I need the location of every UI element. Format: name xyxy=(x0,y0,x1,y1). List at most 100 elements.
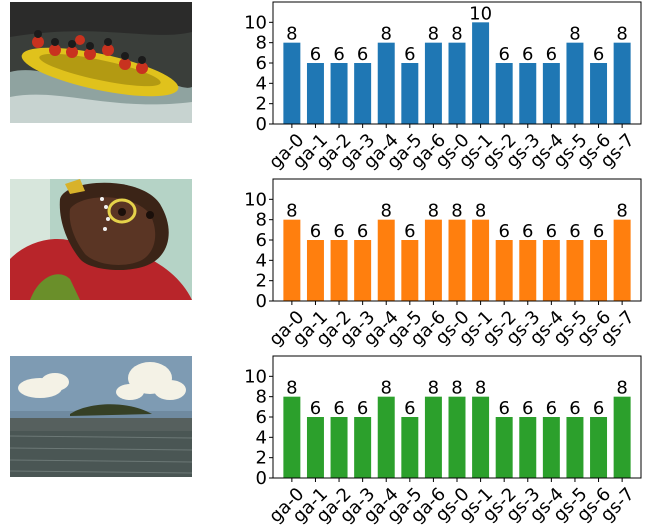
bar-ga-6 xyxy=(424,42,442,124)
bar-ga-4 xyxy=(377,42,395,124)
bar-value-label: 6 xyxy=(546,221,557,242)
bar-value-label: 6 xyxy=(498,398,509,419)
bar-gs-3 xyxy=(519,63,537,124)
bar-gs-2 xyxy=(495,417,513,478)
bar-gs-3 xyxy=(519,240,537,301)
bar-value-label: 6 xyxy=(333,221,344,242)
bar-gs-2 xyxy=(495,63,513,124)
bar-value-label: 8 xyxy=(451,378,462,399)
bar-value-label: 6 xyxy=(593,398,604,419)
bar-value-label: 8 xyxy=(286,24,297,45)
bar-value-label: 6 xyxy=(593,221,604,242)
y-tick-label: 2 xyxy=(256,448,267,469)
bar-value-label: 8 xyxy=(428,378,439,399)
bar-value-label: 6 xyxy=(498,44,509,65)
bar-gs-6 xyxy=(590,417,608,478)
bar-value-label: 8 xyxy=(381,201,392,222)
bar-value-label: 8 xyxy=(451,201,462,222)
bar-value-label: 6 xyxy=(569,221,580,242)
bar-ga-2 xyxy=(330,63,348,124)
bar-value-label: 8 xyxy=(475,378,486,399)
child-face-paint-photo xyxy=(10,179,192,300)
bar-gs-0 xyxy=(448,396,466,478)
bar-ga-1 xyxy=(306,63,324,124)
bar-ga-4 xyxy=(377,396,395,478)
y-tick-label: 6 xyxy=(256,230,267,251)
bar-gs-5 xyxy=(566,42,584,124)
y-tick-label: 10 xyxy=(244,189,267,210)
y-tick-label: 8 xyxy=(256,33,267,54)
y-tick-label: 4 xyxy=(256,73,267,94)
y-tick-label: 0 xyxy=(256,114,267,135)
bar-value-label: 8 xyxy=(616,24,627,45)
bar-gs-5 xyxy=(566,240,584,301)
bar-gs-6 xyxy=(590,240,608,301)
bar-value-label: 6 xyxy=(522,44,533,65)
bar-gs-7 xyxy=(613,42,631,124)
y-tick-label: 10 xyxy=(244,12,267,33)
y-tick-label: 0 xyxy=(256,468,267,489)
y-tick-label: 8 xyxy=(256,210,267,231)
chart-2: 8ga-06ga-16ga-26ga-38ga-46ga-58ga-68gs-0… xyxy=(244,178,642,350)
bar-gs-5 xyxy=(566,417,584,478)
bar-value-label: 6 xyxy=(522,398,533,419)
bar-gs-4 xyxy=(542,63,560,124)
bar-ga-5 xyxy=(401,417,419,478)
y-tick-label: 10 xyxy=(244,366,267,387)
bar-value-label: 6 xyxy=(310,221,321,242)
y-tick-label: 6 xyxy=(256,407,267,428)
bar-gs-7 xyxy=(613,219,631,301)
bar-value-label: 6 xyxy=(593,44,604,65)
bar-ga-1 xyxy=(306,417,324,478)
bar-value-label: 6 xyxy=(546,398,557,419)
chart-1: 8ga-06ga-16ga-26ga-38ga-46ga-58ga-68gs-0… xyxy=(244,1,642,173)
bar-value-label: 8 xyxy=(475,201,486,222)
bar-gs-1 xyxy=(472,219,490,301)
y-tick-label: 4 xyxy=(256,250,267,271)
bar-value-label: 6 xyxy=(546,44,557,65)
bar-ga-4 xyxy=(377,219,395,301)
y-tick-label: 2 xyxy=(256,271,267,292)
bar-value-label: 6 xyxy=(404,221,415,242)
plot-frame xyxy=(272,355,642,479)
bar-gs-2 xyxy=(495,240,513,301)
bar-value-label: 6 xyxy=(333,44,344,65)
bar-value-label: 6 xyxy=(357,398,368,419)
bar-value-label: 6 xyxy=(569,398,580,419)
bar-value-label: 8 xyxy=(428,201,439,222)
y-tick-label: 4 xyxy=(256,427,267,448)
bar-ga-5 xyxy=(401,240,419,301)
rafting-photo xyxy=(10,2,192,123)
bar-ga-1 xyxy=(306,240,324,301)
bar-value-label: 10 xyxy=(469,3,492,24)
bar-ga-5 xyxy=(401,63,419,124)
bar-gs-1 xyxy=(472,396,490,478)
bar-value-label: 6 xyxy=(522,221,533,242)
bar-gs-0 xyxy=(448,219,466,301)
plot-frame xyxy=(272,1,642,125)
y-tick-label: 6 xyxy=(256,53,267,74)
bar-value-label: 6 xyxy=(333,398,344,419)
bar-gs-0 xyxy=(448,42,466,124)
bar-value-label: 8 xyxy=(569,24,580,45)
bar-ga-3 xyxy=(354,63,372,124)
bar-value-label: 6 xyxy=(357,44,368,65)
bar-value-label: 6 xyxy=(498,221,509,242)
bar-ga-0 xyxy=(283,42,301,124)
bar-ga-0 xyxy=(283,396,301,478)
y-tick-label: 8 xyxy=(256,387,267,408)
bar-ga-3 xyxy=(354,417,372,478)
chart-3: 8ga-06ga-16ga-26ga-38ga-46ga-58ga-68gs-0… xyxy=(244,355,642,527)
y-tick-label: 2 xyxy=(256,94,267,115)
bar-value-label: 6 xyxy=(357,221,368,242)
bar-value-label: 8 xyxy=(616,378,627,399)
bar-gs-7 xyxy=(613,396,631,478)
bar-gs-4 xyxy=(542,417,560,478)
bar-value-label: 8 xyxy=(451,24,462,45)
bar-value-label: 6 xyxy=(404,398,415,419)
bar-value-label: 8 xyxy=(428,24,439,45)
bar-value-label: 8 xyxy=(286,378,297,399)
bar-gs-3 xyxy=(519,417,537,478)
bar-value-label: 8 xyxy=(381,378,392,399)
